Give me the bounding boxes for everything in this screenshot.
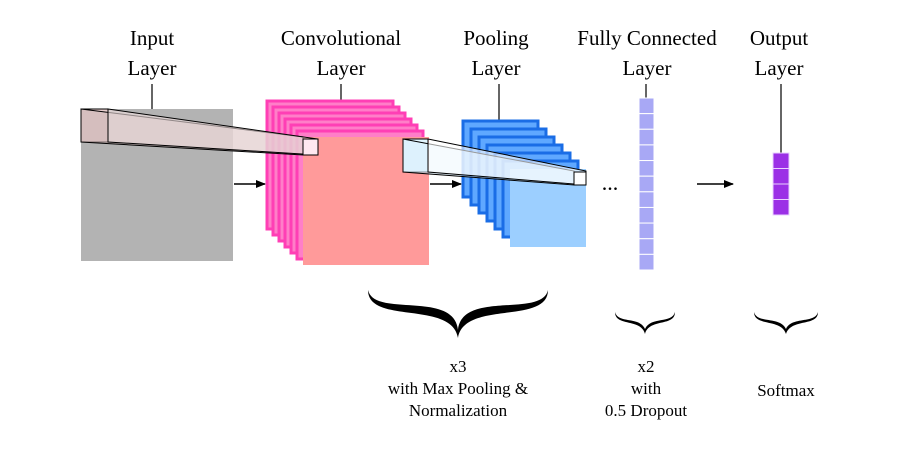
fc-unit xyxy=(638,206,655,224)
conv-layer-label: Convolutional Layer xyxy=(280,26,402,80)
output-unit xyxy=(772,199,790,216)
conv-block-brace xyxy=(368,290,548,338)
output-unit xyxy=(772,183,790,200)
fc-unit xyxy=(638,238,655,255)
conv-block-caption: x3 with Max Pooling & Normalization xyxy=(387,357,529,420)
fc-unit xyxy=(638,191,655,208)
output-block-brace xyxy=(754,312,818,334)
output-unit xyxy=(772,168,790,185)
output-block-caption: Softmax xyxy=(757,381,815,400)
output-unit xyxy=(772,152,790,169)
fc-unit xyxy=(638,128,655,146)
ellipsis-text: ... xyxy=(602,170,619,195)
output-layer-column xyxy=(772,152,790,216)
output-layer-label: Output Layer xyxy=(749,26,809,80)
input-layer-label: Input Layer xyxy=(127,26,177,80)
fc-block-caption: x2 with 0.5 Dropout xyxy=(604,357,688,420)
fc-layer-column xyxy=(638,97,655,271)
fc-unit xyxy=(638,222,655,240)
fc-unit xyxy=(638,253,655,271)
fc-unit xyxy=(638,97,655,115)
conv-receptive-field xyxy=(402,138,587,186)
fc-unit xyxy=(638,160,655,177)
fc-unit xyxy=(638,113,655,130)
conv-layer-stack xyxy=(265,99,429,265)
fc-block-brace xyxy=(615,312,675,334)
fc-unit xyxy=(638,144,655,162)
fc-unit xyxy=(638,175,655,193)
pool-layer-label: Pooling Layer xyxy=(463,26,529,80)
fc-layer-label: Fully Connected Layer xyxy=(577,26,717,80)
input-receptive-field xyxy=(80,108,319,156)
